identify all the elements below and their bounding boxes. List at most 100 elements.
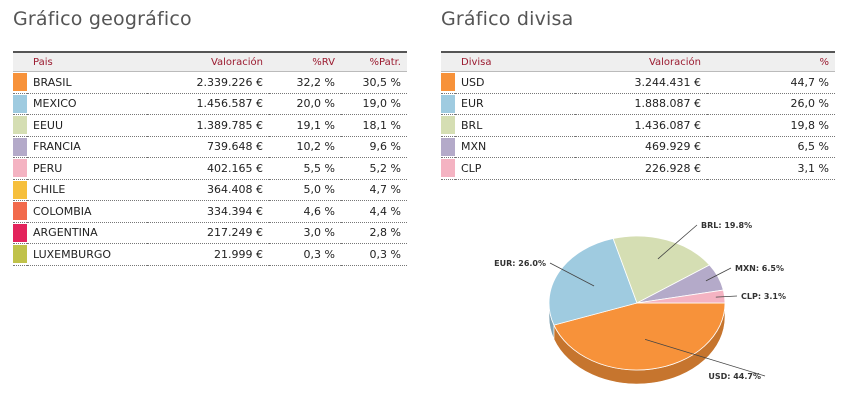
- pie-label-brl: BRL: 19.8%: [701, 221, 752, 230]
- color-swatch: [441, 73, 455, 92]
- table-row: CLP 226.928 €3,1 %: [441, 157, 835, 180]
- valuation-cell: 226.928 €: [575, 157, 707, 180]
- legend-swatch-cell: [13, 243, 27, 266]
- valuation-cell: 21.999 €: [147, 243, 269, 266]
- rv-percent-cell: 32,2 %: [269, 71, 341, 94]
- pie-label-eur: EUR: 26.0%: [494, 259, 546, 268]
- rv-percent-cell: 3,0 %: [269, 222, 341, 244]
- color-swatch: [13, 73, 27, 92]
- currency-name: MXN: [455, 136, 575, 158]
- pie-slice-eur: [548, 238, 638, 326]
- legend-swatch-cell: [13, 200, 27, 223]
- percent-cell: 26,0 %: [707, 93, 835, 115]
- color-swatch: [13, 245, 27, 264]
- patr-percent-cell: 18,1 %: [341, 114, 407, 137]
- pie-label-mxn: MXN: 6.5%: [735, 264, 784, 273]
- valuation-cell: 2.339.226 €: [147, 71, 269, 94]
- percent-cell: 3,1 %: [707, 157, 835, 180]
- pie-label-clp: CLP: 3.1%: [741, 292, 786, 301]
- currency-name: USD: [455, 71, 575, 94]
- color-swatch: [13, 202, 27, 221]
- patr-percent-cell: 4,7 %: [341, 179, 407, 201]
- header-currency: Divisa: [455, 51, 575, 72]
- percent-cell: 19,8 %: [707, 114, 835, 137]
- table-row: ARGENTINA 217.249 €3,0 % 2,8 %: [13, 222, 407, 244]
- legend-swatch-cell: [13, 114, 27, 137]
- table-row: MXN 469.929 €6,5 %: [441, 136, 835, 158]
- valuation-cell: 1.456.587 €: [147, 93, 269, 115]
- valuation-cell: 469.929 €: [575, 136, 707, 158]
- table-row: BRASIL 2.339.226 €32,2 % 30,5 %: [13, 71, 407, 94]
- country-name: MEXICO: [27, 93, 147, 115]
- pie-leader-mxn: [705, 267, 732, 282]
- table-row: MEXICO 1.456.587 €20,0 % 19,0 %: [13, 93, 407, 115]
- country-name: LUXEMBURGO: [27, 243, 147, 266]
- rv-percent-cell: 10,2 %: [269, 136, 341, 158]
- valuation-cell: 334.394 €: [147, 200, 269, 223]
- header-valuation: Valoración: [147, 51, 269, 72]
- valuation-cell: 739.648 €: [147, 136, 269, 158]
- currency-name: EUR: [455, 93, 575, 115]
- header-percent: %: [707, 51, 835, 72]
- table-row: CHILE 364.408 €5,0 % 4,7 %: [13, 179, 407, 201]
- patr-percent-cell: 0,3 %: [341, 243, 407, 266]
- color-swatch: [441, 137, 455, 156]
- rv-percent-cell: 19,1 %: [269, 114, 341, 137]
- table-row: FRANCIA 739.648 €10,2 % 9,6 %: [13, 136, 407, 158]
- currency-pie-chart: USD: 44.7% EUR: 26.0% BRL: 19.8% MXN: 6.5% C…: [494, 221, 786, 385]
- table-row: PERU 402.165 €5,5 % 5,2 %: [13, 157, 407, 180]
- pie-slice-brl: [612, 235, 711, 304]
- pie-leader-clp: [715, 295, 738, 298]
- rv-percent-cell: 0,3 %: [269, 243, 341, 266]
- legend-swatch-cell: [13, 179, 27, 201]
- patr-percent-cell: 5,2 %: [341, 157, 407, 180]
- header-patr: %Patr.: [341, 51, 407, 72]
- rv-percent-cell: 4,6 %: [269, 200, 341, 223]
- header-country: Pais: [27, 51, 147, 72]
- country-name: ARGENTINA: [27, 222, 147, 244]
- legend-swatch-cell: [13, 157, 27, 180]
- pie-leader-eur: [549, 262, 595, 287]
- legend-swatch-cell: [13, 222, 27, 244]
- rv-percent-cell: 5,0 %: [269, 179, 341, 201]
- patr-percent-cell: 19,0 %: [341, 93, 407, 115]
- country-name: COLOMBIA: [27, 200, 147, 223]
- color-swatch: [13, 137, 27, 156]
- color-swatch: [13, 94, 27, 113]
- geographic-chart-title: Gráfico geográfico: [13, 8, 192, 30]
- patr-percent-cell: 4,4 %: [341, 200, 407, 223]
- table-row: COLOMBIA 334.394 €4,6 % 4,4 %: [13, 200, 407, 223]
- pie-leader-usd: [644, 338, 766, 377]
- header-valuation: Valoración: [575, 51, 707, 72]
- percent-cell: 6,5 %: [707, 136, 835, 158]
- legend-swatch-cell: [441, 114, 455, 137]
- pie-leader-brl: [657, 224, 698, 260]
- table-row: USD 3.244.431 €44,7 %: [441, 71, 835, 94]
- color-swatch: [13, 223, 27, 242]
- legend-swatch-cell: [441, 157, 455, 180]
- header-rv: %RV: [269, 51, 341, 72]
- valuation-cell: 1.436.087 €: [575, 114, 707, 137]
- currency-name: BRL: [455, 114, 575, 137]
- valuation-cell: 217.249 €: [147, 222, 269, 244]
- country-name: EEUU: [27, 114, 147, 137]
- valuation-cell: 1.389.785 €: [147, 114, 269, 137]
- color-swatch: [13, 159, 27, 178]
- patr-percent-cell: 2,8 %: [341, 222, 407, 244]
- color-swatch: [441, 116, 455, 135]
- geographic-table-header: Pais Valoración %RV %Patr.: [13, 51, 407, 72]
- pie-label-usd: USD: 44.7%: [708, 372, 761, 381]
- currency-name: CLP: [455, 157, 575, 180]
- legend-swatch-cell: [13, 93, 27, 115]
- country-name: BRASIL: [27, 71, 147, 94]
- color-swatch: [13, 180, 27, 199]
- percent-cell: 44,7 %: [707, 71, 835, 94]
- table-row: BRL 1.436.087 €19,8 %: [441, 114, 835, 137]
- legend-swatch-cell: [441, 136, 455, 158]
- legend-swatch-cell: [441, 93, 455, 115]
- legend-swatch-cell: [13, 136, 27, 158]
- legend-swatch-cell: [441, 71, 455, 94]
- rv-percent-cell: 5,5 %: [269, 157, 341, 180]
- valuation-cell: 402.165 €: [147, 157, 269, 180]
- pie-slice-usd: [553, 302, 726, 371]
